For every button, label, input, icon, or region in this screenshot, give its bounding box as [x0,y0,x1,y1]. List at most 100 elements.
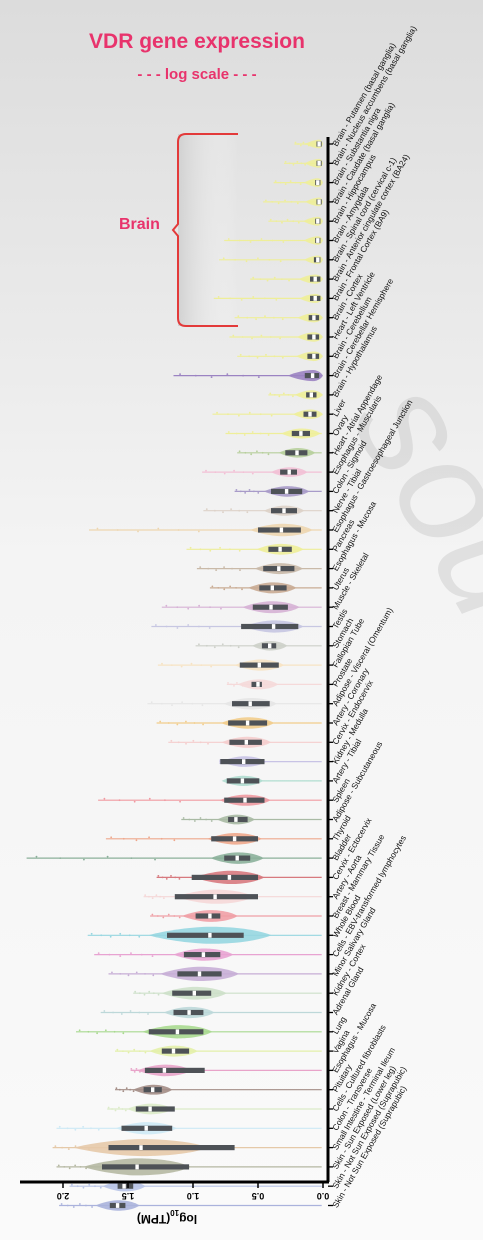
outlier-point [237,315,240,318]
median-marker [162,1068,167,1073]
x-tick-label: 1.0 [187,1191,200,1201]
outlier-point [248,411,251,414]
outlier-point [260,238,263,240]
outlier-point [192,739,195,742]
outlier-point [233,469,235,472]
chart-subtitle: - - - log scale - - - [137,66,257,83]
outlier-point [119,932,122,935]
median-marker [248,701,252,707]
outlier-point [229,297,232,300]
outlier-point [152,974,155,977]
violin-25 [151,620,322,633]
violin-35 [181,814,322,825]
violin-21 [186,543,322,555]
outlier-point [103,797,106,800]
violin-22 [196,563,322,575]
violin-6 [219,255,323,265]
median-marker [279,527,284,533]
outlier-point [229,644,232,647]
outlier-point [61,1146,64,1149]
violin-16 [237,447,322,458]
outlier-point [208,627,211,629]
outlier-point [299,183,302,186]
violin-37 [26,852,322,864]
median-marker [151,1087,155,1093]
outlier-point [198,604,201,607]
outlier-point [96,1032,99,1035]
median-marker [310,373,315,378]
outlier-point [113,1030,116,1033]
outlier-point [273,394,276,396]
outlier-point [82,1125,85,1128]
outlier-point [108,953,111,956]
outlier-point [176,627,179,629]
outlier-point [151,913,154,916]
outlier-point [120,1013,123,1015]
outlier-point [181,701,184,704]
outlier-point [91,1206,93,1208]
outlier-point [78,1203,81,1205]
median-marker [317,199,321,205]
outlier-point [227,431,230,433]
violin-13 [268,390,323,400]
outlier-point [282,241,285,243]
outlier-point [210,665,213,668]
outlier-point [281,318,284,321]
iqr-box [108,1145,235,1151]
outlier-point [201,704,204,707]
violin-0 [294,139,323,149]
outlier-point [246,511,249,514]
violin-33 [221,775,322,787]
violin-18 [234,486,322,497]
median-marker [295,450,299,456]
median-marker [313,276,317,282]
outlier-point [239,490,242,493]
outlier-point [227,682,229,684]
outlier-point [97,1128,100,1131]
outlier-point [60,1203,63,1205]
outlier-point [188,818,191,821]
outlier-point [260,334,263,337]
outlier-point [217,296,220,298]
outlier-point [278,395,281,398]
outlier-point [118,1088,121,1091]
iqr-box [228,816,248,823]
outlier-point [148,797,151,800]
outlier-point [234,258,237,261]
outlier-point [235,432,238,435]
outlier-point [229,585,232,588]
outlier-point [79,1166,82,1168]
outlier-point [133,800,136,803]
outlier-point [229,548,231,551]
violin-9 [234,313,323,323]
outlier-point [216,411,218,414]
outlier-point [255,318,257,321]
outlier-point [242,374,244,377]
outlier-point [281,221,283,224]
outlier-point [187,607,190,610]
median-marker [232,836,237,842]
outlier-point [178,916,181,919]
outlier-point [159,720,162,723]
outlier-point [182,817,185,819]
violin-7 [250,274,323,284]
outlier-point [104,1029,107,1032]
outlier-point [300,162,303,165]
violin-12 [173,370,323,382]
outlier-point [161,876,164,879]
outlier-point [281,356,284,359]
outlier-point [161,662,163,665]
outlier-point [193,820,196,822]
outlier-point [271,201,274,203]
outlier-point [294,141,297,144]
outlier-point [109,935,112,938]
median-marker [282,508,286,514]
outlier-point [271,239,274,242]
outlier-point [268,258,271,261]
outlier-point [180,665,183,668]
iqr-box [144,1067,205,1073]
outlier-point [121,1108,124,1110]
outlier-point [151,897,154,900]
outlier-point [66,1127,69,1130]
violin-50 [107,1103,322,1115]
